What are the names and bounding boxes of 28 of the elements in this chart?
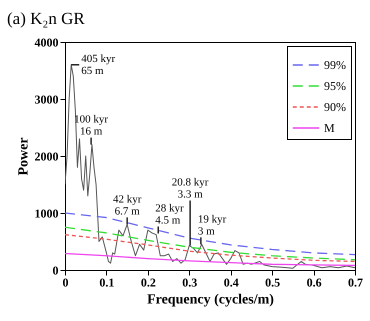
- legend-label: M: [324, 121, 335, 135]
- legend-label: 95%: [324, 79, 346, 93]
- y-tick-label: 3000: [34, 92, 58, 106]
- x-tick-label: 0.5: [265, 276, 280, 290]
- legend-label: 99%: [324, 58, 346, 72]
- line-series: [65, 252, 355, 266]
- x-tick-label: 0.1: [99, 276, 114, 290]
- line-series: [65, 234, 355, 262]
- annotation: 28 kyr 4.5 m: [155, 202, 184, 227]
- x-tick-label: 0.3: [182, 276, 198, 290]
- x-tick-label: 0: [62, 276, 68, 290]
- x-axis-title: Frequency (cycles/m): [147, 292, 274, 308]
- y-axis-title: Power: [16, 137, 32, 176]
- annotation: 19 kyr 3 m: [198, 213, 227, 238]
- annotation: 20.8 kyr 3.3 m: [172, 176, 209, 200]
- chart-title: (a) K₂n GR: [7, 9, 86, 28]
- y-tick-label: 1000: [34, 206, 58, 220]
- line-series: [65, 226, 355, 260]
- y-tick-label: 2000: [34, 150, 58, 164]
- x-tick-label: 0.7: [348, 276, 363, 290]
- annotation: 42 kyr 6.7 m: [112, 193, 142, 218]
- annotation: 405 kyr 65 m: [81, 52, 116, 77]
- x-tick-label: 0.6: [306, 276, 322, 290]
- y-tick-label: 4000: [34, 36, 58, 50]
- y-tick-label: 0: [52, 264, 58, 278]
- x-tick-label: 0.2: [140, 276, 156, 290]
- legend-label: 90%: [324, 100, 346, 114]
- x-tick-label: 0.4: [224, 276, 239, 290]
